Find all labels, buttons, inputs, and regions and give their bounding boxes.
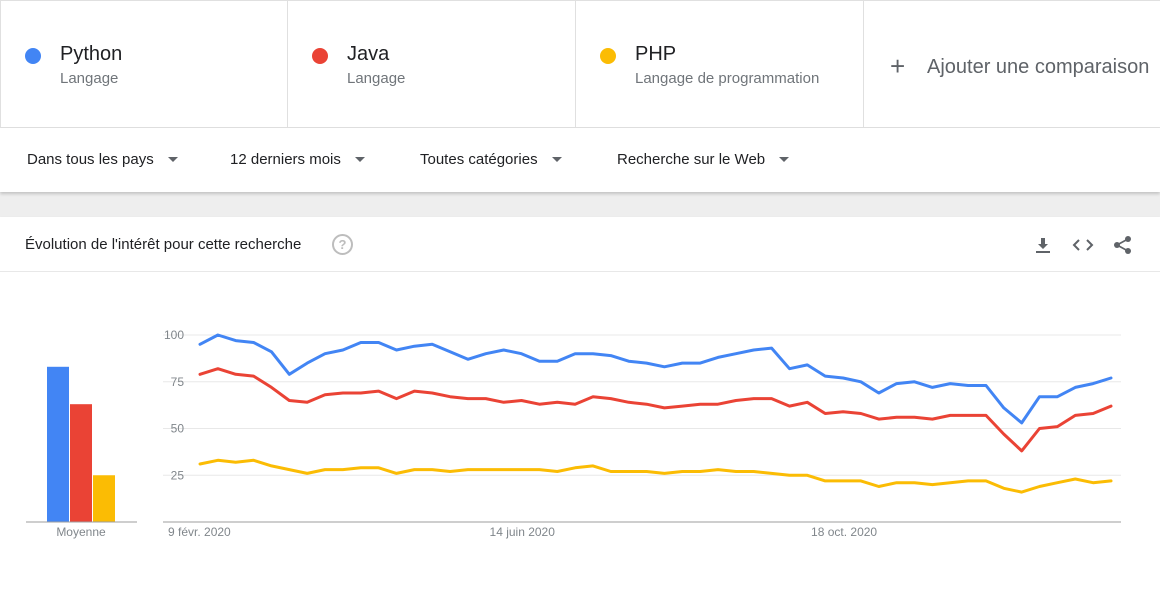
caret-down-icon [167, 157, 178, 162]
term-type: Langage [347, 70, 406, 87]
add-comparison-label: Ajouter une comparaison [927, 56, 1150, 78]
java-color-dot [312, 48, 328, 64]
add-comparison-button[interactable]: + Ajouter une comparaison [864, 0, 1160, 128]
term-card-python[interactable]: Python Langage [0, 0, 288, 128]
x-tick-label: 14 juin 2020 [490, 525, 556, 539]
term-type: Langage de programmation [635, 70, 820, 87]
y-tick-label: 25 [171, 468, 185, 482]
average-bar-php [93, 475, 115, 522]
x-tick-label: 18 oct. 2020 [811, 525, 877, 539]
average-label: Moyenne [56, 525, 106, 539]
term-card-java[interactable]: Java Langage [288, 0, 576, 128]
series-line-java [198, 367, 1113, 453]
filter-category-dropdown[interactable]: Toutes catégories [420, 151, 562, 168]
caret-down-icon [779, 157, 790, 162]
embed-code-icon[interactable] [1071, 233, 1095, 257]
interest-chart: 25 50 75 100 9 févr. 2020 14 juin 2020 18 oct.… [26, 328, 1121, 539]
filter-label: Dans tous les pays [27, 151, 154, 168]
term-name: PHP [635, 43, 677, 65]
average-bar-python [47, 366, 69, 522]
share-icon[interactable] [1111, 233, 1135, 257]
plus-icon: + [890, 51, 906, 81]
python-color-dot [25, 48, 41, 64]
series-line-php [198, 458, 1113, 494]
card-title: Évolution de l'intérêt pour cette recher… [25, 236, 302, 253]
chart-area: 25 50 75 100 9 févr. 2020 14 juin 2020 18 oct.… [0, 273, 1160, 611]
filter-label: 12 derniers mois [230, 151, 341, 168]
filter-bar: Dans tous les pays 12 derniers mois Tout… [0, 128, 1160, 192]
term-name: Java [347, 43, 390, 65]
term-type: Langage [60, 70, 119, 87]
php-color-dot [600, 48, 616, 64]
y-tick-label: 75 [171, 375, 185, 389]
series-line-python [198, 333, 1113, 425]
y-tick-label: 50 [171, 422, 185, 436]
help-icon[interactable]: ? [332, 234, 353, 255]
filter-label: Toutes catégories [420, 151, 538, 168]
card-header: Évolution de l'intérêt pour cette recher… [0, 217, 1160, 272]
compare-bar: Python Langage Java Langage PHP Langage … [0, 0, 1160, 128]
filter-label: Recherche sur le Web [617, 151, 766, 168]
interest-over-time-card: Évolution de l'intérêt pour cette recher… [0, 217, 1160, 611]
download-icon[interactable] [1031, 233, 1055, 257]
caret-down-icon [354, 157, 365, 162]
caret-down-icon [551, 157, 562, 162]
filter-search-type-dropdown[interactable]: Recherche sur le Web [617, 151, 790, 168]
filter-region-dropdown[interactable]: Dans tous les pays [27, 151, 178, 168]
term-card-php[interactable]: PHP Langage de programmation [576, 0, 864, 128]
filter-time-dropdown[interactable]: 12 derniers mois [230, 151, 365, 168]
average-bar-java [70, 404, 92, 522]
term-name: Python [60, 43, 123, 65]
x-tick-label: 9 févr. 2020 [168, 525, 231, 539]
y-tick-label: 100 [164, 328, 184, 342]
